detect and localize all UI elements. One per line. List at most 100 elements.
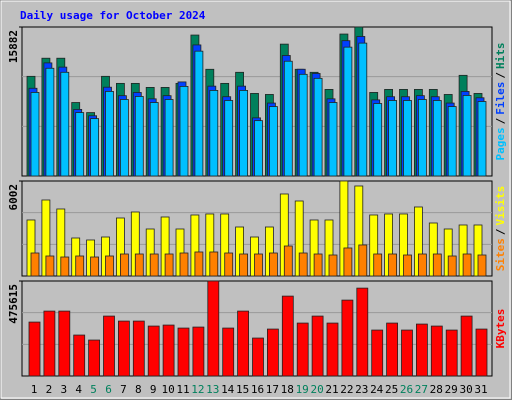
x-tick-label: 27	[415, 383, 428, 396]
x-tick-label: 20	[310, 383, 323, 396]
bar	[432, 100, 442, 177]
bar	[313, 253, 323, 277]
bar	[120, 253, 129, 277]
bar	[343, 247, 353, 277]
bar	[401, 329, 413, 377]
bar	[43, 310, 56, 377]
chart-title: Daily usage for October 2024	[20, 9, 206, 22]
bar	[371, 329, 384, 377]
bar	[477, 101, 487, 177]
bar	[132, 320, 145, 377]
bar	[192, 326, 205, 377]
x-tick-label: 28	[430, 383, 443, 396]
bar	[415, 323, 428, 377]
bar	[194, 50, 204, 177]
bar	[268, 252, 278, 277]
bar	[266, 328, 279, 377]
bar	[134, 253, 144, 277]
x-tick-label: 18	[281, 383, 294, 396]
bar	[313, 77, 323, 177]
bar	[73, 334, 86, 377]
bar	[90, 256, 99, 277]
bar	[224, 252, 234, 277]
bar	[60, 256, 70, 277]
bar	[88, 339, 100, 377]
bar	[58, 310, 71, 377]
x-tick-label: 5	[90, 383, 97, 396]
bar	[358, 42, 368, 177]
bar	[475, 328, 488, 377]
bar	[162, 324, 175, 377]
bar	[386, 322, 399, 377]
bar	[105, 255, 114, 277]
x-tick-label: 4	[75, 383, 82, 396]
bar	[403, 254, 412, 277]
bar	[149, 253, 159, 277]
y-tick-label: 475615	[7, 284, 20, 324]
x-tick-label: 26	[400, 383, 413, 396]
bar	[30, 252, 40, 277]
x-tick-label: 6	[105, 383, 112, 396]
bar	[328, 102, 338, 177]
x-tick-label: 9	[150, 383, 157, 396]
bar	[462, 253, 472, 277]
x-tick-label: 13	[206, 383, 219, 396]
bar	[430, 325, 443, 377]
x-tick-label: 7	[120, 383, 127, 396]
x-tick-label: 24	[370, 383, 384, 396]
bar	[283, 245, 293, 277]
x-tick-label: 22	[340, 383, 353, 396]
bar	[120, 99, 129, 177]
bar	[477, 254, 487, 277]
x-tick-label: 21	[325, 383, 338, 396]
bar	[28, 321, 41, 377]
bar	[403, 100, 412, 177]
bar	[445, 329, 458, 377]
bar	[147, 325, 160, 377]
bar	[356, 287, 369, 377]
x-tick-label: 30	[459, 383, 472, 396]
bar	[447, 255, 457, 277]
bar	[45, 255, 55, 277]
x-tick-label: 11	[176, 383, 189, 396]
bar	[149, 102, 159, 177]
bar	[90, 118, 99, 177]
legend: Pages / Files / Hits	[494, 43, 507, 161]
bar	[179, 86, 189, 177]
bar	[268, 106, 278, 177]
bar	[237, 310, 250, 377]
bar	[447, 106, 457, 177]
bar	[164, 253, 174, 277]
bar	[164, 99, 174, 177]
bar	[373, 103, 383, 177]
legend-separator: /	[494, 117, 507, 124]
legend: KBytes	[494, 309, 507, 349]
bar	[417, 99, 427, 177]
bar	[341, 299, 354, 377]
bar	[460, 315, 473, 377]
legend: Sites / Visits	[494, 186, 507, 272]
bar	[254, 253, 263, 277]
bar	[45, 67, 55, 177]
x-tick-label: 17	[266, 383, 279, 396]
x-tick-label: 12	[191, 383, 204, 396]
bar	[179, 252, 189, 277]
x-tick-label: 25	[385, 383, 398, 396]
bar	[60, 71, 70, 177]
bar	[326, 322, 339, 377]
x-tick-label: 23	[355, 383, 368, 396]
bar	[283, 60, 293, 177]
legend-separator: /	[494, 72, 507, 79]
bar	[239, 90, 249, 177]
bar	[239, 253, 249, 277]
bar	[134, 96, 144, 177]
bar	[254, 120, 263, 177]
bar	[388, 253, 398, 277]
bar	[177, 327, 190, 377]
bar	[75, 255, 85, 277]
bar	[328, 254, 338, 277]
bar	[298, 252, 308, 277]
bar	[105, 91, 114, 177]
legend-separator: /	[494, 228, 507, 235]
